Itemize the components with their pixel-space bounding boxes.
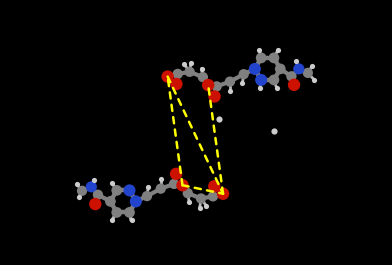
Point <box>257 86 263 90</box>
Point <box>107 199 114 204</box>
Point <box>239 81 245 86</box>
Point <box>196 206 203 210</box>
Point <box>185 191 191 195</box>
Point <box>174 72 181 76</box>
Point <box>271 78 277 82</box>
Point <box>126 210 132 215</box>
Point <box>288 74 294 78</box>
Point <box>258 78 264 82</box>
Point <box>171 182 177 186</box>
Point <box>133 199 139 204</box>
Point <box>114 188 120 192</box>
Point <box>126 188 132 192</box>
Point <box>296 67 302 71</box>
Point <box>133 199 139 204</box>
Point <box>274 86 280 90</box>
Point <box>173 82 180 86</box>
Point <box>79 189 85 193</box>
Point <box>256 48 262 52</box>
Point <box>277 67 283 71</box>
Point <box>311 77 317 82</box>
Point <box>114 210 120 215</box>
Point <box>188 60 194 65</box>
Point <box>293 59 299 63</box>
Point <box>205 83 211 87</box>
Point <box>92 202 98 206</box>
Point <box>186 200 192 204</box>
Point <box>211 94 218 99</box>
Point <box>216 117 222 121</box>
Point <box>227 80 233 84</box>
Point <box>76 195 82 200</box>
Point <box>203 204 209 208</box>
Point <box>173 172 179 176</box>
Point <box>211 184 218 188</box>
Point <box>91 178 97 182</box>
Point <box>305 71 311 75</box>
Point <box>275 48 281 52</box>
Point <box>241 72 247 76</box>
Point <box>158 177 164 182</box>
Point <box>198 196 204 201</box>
Point <box>271 56 277 60</box>
Point <box>95 193 101 197</box>
Point <box>214 84 220 89</box>
Point <box>291 83 297 87</box>
Point <box>258 78 264 82</box>
Point <box>145 185 151 189</box>
Point <box>129 218 135 223</box>
Point <box>309 64 315 68</box>
Point <box>187 70 193 74</box>
Point <box>158 187 164 191</box>
Point <box>74 182 80 186</box>
Point <box>126 188 132 192</box>
Point <box>165 74 171 79</box>
Point <box>180 183 186 187</box>
Point <box>270 129 277 133</box>
Point <box>252 67 258 71</box>
Point <box>144 194 150 198</box>
Point <box>210 194 216 198</box>
Point <box>227 89 233 93</box>
Point <box>200 75 206 79</box>
Point <box>181 62 187 67</box>
Point <box>252 67 258 71</box>
Point <box>258 56 264 60</box>
Point <box>109 181 115 185</box>
Point <box>198 67 205 71</box>
Point <box>88 185 94 189</box>
Point <box>109 218 115 222</box>
Point <box>220 192 226 196</box>
